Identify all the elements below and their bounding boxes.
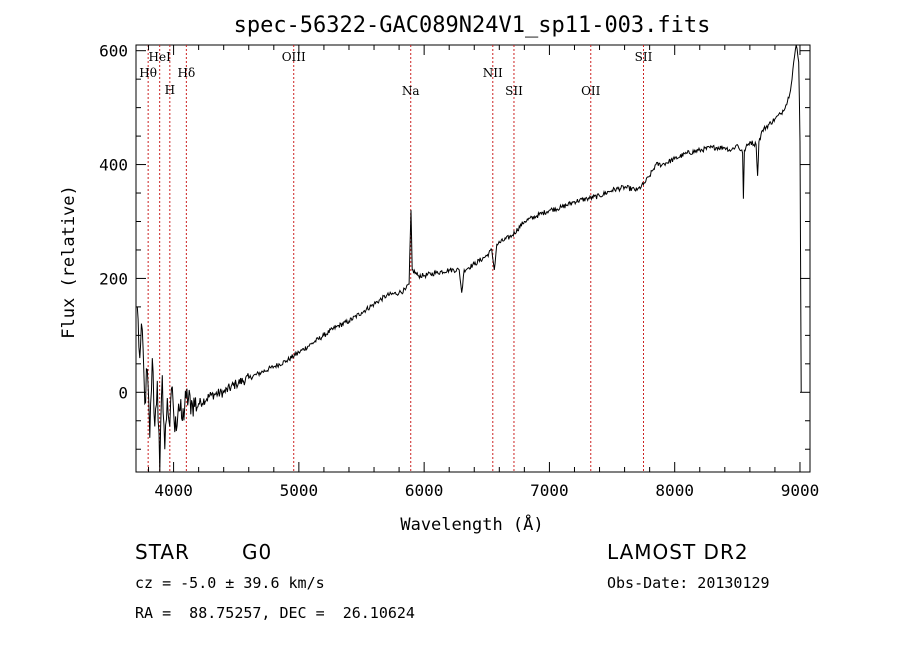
x-tick-label: 4000 bbox=[154, 481, 193, 500]
x-tick-label: 6000 bbox=[405, 481, 444, 500]
line-label: Na bbox=[402, 84, 420, 98]
plot-frame bbox=[135, 44, 811, 473]
line-label: SII bbox=[505, 84, 523, 98]
y-tick-label: 600 bbox=[99, 42, 128, 61]
y-tick-label: 200 bbox=[99, 269, 128, 288]
object-class: STAR bbox=[135, 540, 190, 564]
x-tick-label: 7000 bbox=[530, 481, 569, 500]
spectrum-line bbox=[136, 44, 802, 473]
x-axis-label: Wavelength (Å) bbox=[400, 513, 543, 535]
observation-date: Obs-Date: 20130129 bbox=[607, 574, 770, 592]
line-label: SII bbox=[635, 50, 653, 64]
redshift-velocity: cz = -5.0 ± 39.6 km/s bbox=[135, 574, 325, 592]
chart-title: spec-56322-GAC089N24V1_sp11-003.fits bbox=[234, 13, 711, 38]
spectrum-chart: spec-56322-GAC089N24V1_sp11-003.fits Flu… bbox=[59, 13, 819, 535]
y-axis-label: Flux (relative) bbox=[59, 185, 79, 339]
line-label: NII bbox=[483, 66, 503, 80]
survey-name: LAMOST DR2 bbox=[607, 540, 749, 564]
line-label: H bbox=[165, 83, 175, 97]
y-tick-label: 0 bbox=[118, 383, 128, 402]
line-label: Hθ bbox=[139, 66, 157, 80]
line-label: OIII bbox=[282, 50, 306, 64]
y-tick-label: 400 bbox=[99, 156, 128, 175]
subclass: G0 bbox=[242, 540, 273, 564]
x-tick-label: 8000 bbox=[655, 481, 694, 500]
x-tick-label: 5000 bbox=[280, 481, 319, 500]
x-tick-label: 9000 bbox=[781, 481, 820, 500]
line-label: HeI bbox=[149, 50, 172, 64]
line-label: OII bbox=[581, 84, 601, 98]
coordinates: RA = 88.75257, DEC = 26.10624 bbox=[135, 604, 415, 622]
line-label: Hδ bbox=[178, 66, 196, 80]
